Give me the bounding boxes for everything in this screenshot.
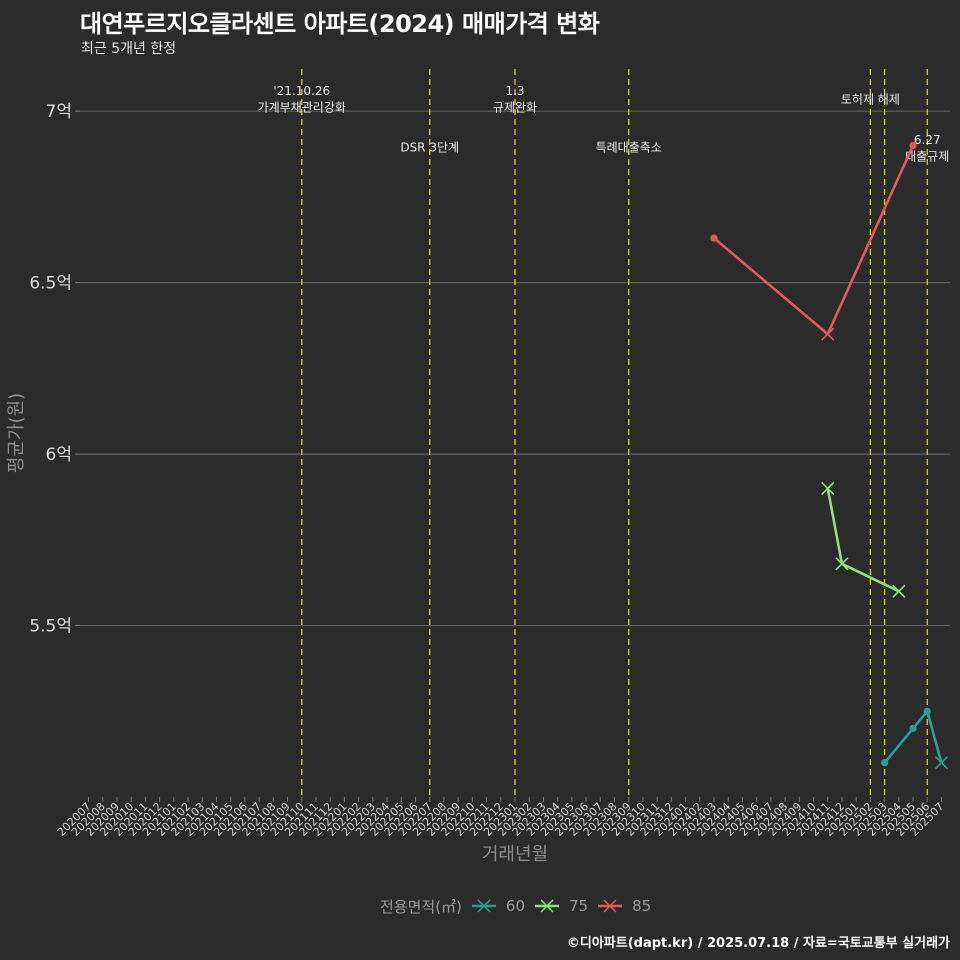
- event-label: 토허제 해제: [841, 92, 900, 106]
- legend: 전용면적(㎡) 60 75 85: [380, 895, 661, 917]
- y-axis-title: 평균가(원): [6, 393, 27, 473]
- point-marker-circle: [909, 724, 917, 733]
- event-label: 특례대출축소: [596, 140, 662, 154]
- legend-line-x-icon: [471, 899, 496, 913]
- legend-label: 75: [569, 897, 589, 915]
- point-marker-circle: [923, 707, 931, 715]
- point-marker-x: [835, 557, 849, 571]
- point-marker-circle: [881, 759, 889, 767]
- legend-line-x-icon: [535, 899, 559, 913]
- legend-item-60: 60: [471, 896, 525, 916]
- y-tick-label: 7억: [46, 102, 72, 122]
- data-series: [710, 141, 949, 770]
- series-line: [712, 144, 915, 336]
- point-marker-x: [821, 327, 835, 341]
- y-tick-label: 6.5억: [29, 274, 72, 294]
- point-marker-circle: [909, 141, 917, 150]
- x-axis: 2020072020082020092020102020112020122021…: [55, 797, 947, 839]
- event-label: '21.10.26: [273, 84, 330, 98]
- gridlines: [80, 110, 950, 627]
- point-marker-circle: [710, 234, 718, 242]
- chart-subtitle: 최근 5개년 한정: [81, 41, 177, 57]
- series-line: [883, 709, 943, 765]
- chart-title: 대연푸르지오클라센트 아파트(2024) 매매가격 변화: [80, 10, 600, 38]
- event-label: 규제완화: [493, 101, 537, 115]
- y-tick-label: 5.5억: [29, 617, 72, 637]
- event-label: 1.3: [505, 84, 524, 98]
- y-tick-label: 6억: [46, 445, 72, 465]
- x-axis-title: 거래년월: [482, 844, 548, 865]
- legend-title: 전용면적(㎡): [380, 897, 462, 916]
- event-label: 가계부채관리강화: [258, 101, 346, 115]
- event-label: 대출규제: [905, 149, 949, 163]
- event-label: 6.27: [914, 133, 941, 147]
- legend-keys: 60 75 85: [471, 896, 661, 916]
- point-marker-x: [821, 481, 835, 495]
- legend-line-x-icon: [598, 899, 623, 913]
- series-75: [821, 481, 906, 598]
- legend-label: 85: [632, 897, 652, 915]
- legend-label: 60: [505, 897, 525, 915]
- policy-event-lines: [301, 69, 928, 797]
- point-marker-x: [892, 584, 906, 598]
- source-caption: ©디아파트(dapt.kr) / 2025.07.18 / 자료=국토교통부 실…: [566, 936, 950, 951]
- series-line: [826, 487, 901, 593]
- series-85: [710, 141, 917, 341]
- y-axis: 5.5억 6억 6.5억 7억: [29, 102, 80, 637]
- point-marker-x: [934, 756, 949, 770]
- series-60: [881, 707, 949, 770]
- legend-item-85: 85: [598, 896, 651, 916]
- event-label: DSR 3단계: [400, 140, 459, 154]
- legend-item-75: 75: [535, 896, 588, 916]
